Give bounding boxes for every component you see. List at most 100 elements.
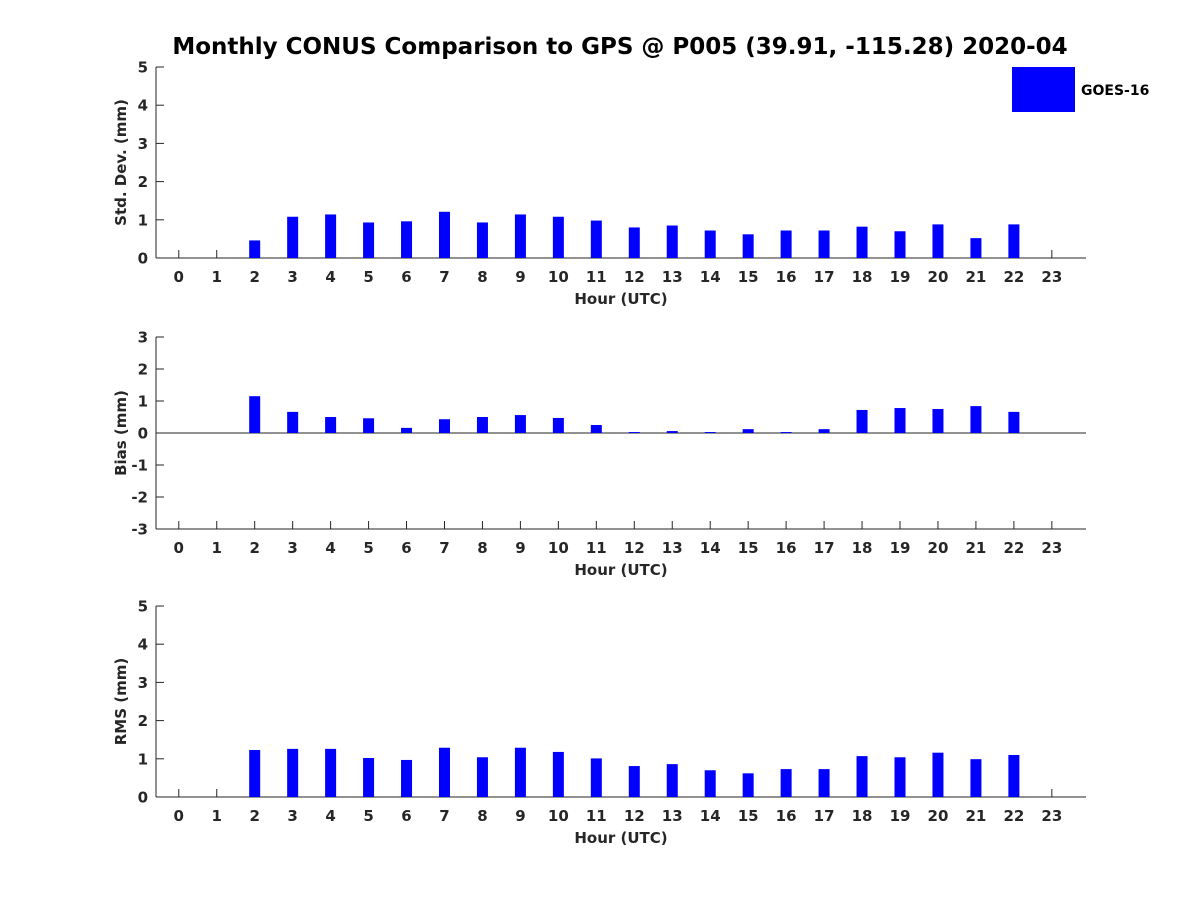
x-tick-label: 17 — [814, 268, 835, 286]
bar-hour-22 — [1008, 411, 1020, 433]
x-tick-label: 21 — [965, 268, 986, 286]
bar-hour-16 — [780, 230, 792, 258]
y-tick-label: 1 — [138, 750, 148, 768]
x-tick-label: 13 — [662, 268, 683, 286]
bar-hour-11 — [590, 220, 602, 258]
x-tick-label: 21 — [965, 807, 986, 825]
x-tick-label: 18 — [852, 807, 873, 825]
bar-hour-2 — [249, 396, 261, 433]
x-tick-label: 4 — [325, 807, 335, 825]
x-tick-label: 4 — [325, 268, 335, 286]
y-tick-label: 2 — [138, 712, 148, 730]
bar-hour-15 — [742, 234, 754, 258]
bar-hour-13 — [666, 431, 678, 433]
x-tick-label: 5 — [363, 268, 373, 286]
bar-hour-12 — [628, 432, 640, 433]
x-tick-label: 18 — [852, 539, 873, 557]
x-tick-label: 3 — [287, 539, 297, 557]
bar-hour-20 — [932, 224, 944, 258]
bar-hour-7 — [438, 211, 450, 258]
x-tick-label: 5 — [363, 539, 373, 557]
x-tick-label: 21 — [965, 539, 986, 557]
bar-hour-10 — [552, 417, 564, 433]
x-tick-label: 12 — [624, 268, 645, 286]
x-tick-label: 20 — [928, 807, 949, 825]
x-tick-label: 1 — [212, 807, 222, 825]
y-axis-label: Std. Dev. (mm) — [112, 99, 130, 226]
x-tick-label: 2 — [249, 539, 259, 557]
bar-hour-6 — [401, 221, 413, 258]
bar-hour-20 — [932, 752, 944, 797]
figure-title: Monthly CONUS Comparison to GPS @ P005 (… — [172, 34, 1067, 60]
legend-swatch — [1012, 67, 1075, 112]
x-tick-label: 15 — [738, 539, 759, 557]
legend: GOES-16 — [1012, 67, 1149, 112]
bar-hour-6 — [401, 759, 413, 797]
y-tick-label: 4 — [138, 97, 148, 115]
y-tick-label: -2 — [131, 489, 148, 507]
bar-hour-14 — [704, 230, 716, 258]
x-tick-label: 3 — [287, 268, 297, 286]
x-tick-label: 0 — [174, 268, 184, 286]
bar-hour-19 — [894, 408, 906, 433]
bar-hour-15 — [742, 773, 754, 797]
x-tick-label: 22 — [1003, 268, 1024, 286]
bar-hour-3 — [287, 748, 299, 797]
bar-hour-14 — [704, 432, 716, 433]
y-tick-label: 0 — [138, 789, 148, 807]
y-tick-label: 5 — [138, 59, 148, 77]
bar-hour-13 — [666, 225, 678, 258]
bar-hour-21 — [970, 759, 982, 797]
y-tick-label: 3 — [138, 674, 148, 692]
bar-hour-11 — [590, 425, 602, 433]
bar-hour-13 — [666, 764, 678, 797]
y-axis-label: Bias (mm) — [112, 390, 130, 476]
bar-hour-11 — [590, 758, 602, 797]
bar-hour-7 — [438, 419, 450, 433]
x-tick-label: 0 — [174, 539, 184, 557]
x-tick-label: 9 — [515, 268, 525, 286]
bar-hour-5 — [363, 418, 375, 433]
bar-hour-19 — [894, 757, 906, 797]
x-tick-label: 10 — [548, 807, 569, 825]
y-tick-label: 0 — [138, 250, 148, 268]
x-tick-label: 23 — [1041, 268, 1062, 286]
bar-hour-4 — [325, 214, 337, 258]
x-tick-label: 12 — [624, 539, 645, 557]
x-tick-label: 14 — [700, 807, 721, 825]
x-tick-label: 11 — [586, 268, 607, 286]
x-tick-label: 8 — [477, 268, 487, 286]
bar-hour-3 — [287, 411, 299, 433]
y-tick-label: 2 — [138, 361, 148, 379]
x-tick-label: 11 — [586, 539, 607, 557]
y-tick-label: 0 — [138, 425, 148, 443]
x-tick-label: 23 — [1041, 539, 1062, 557]
bar-hour-12 — [628, 227, 640, 258]
x-tick-label: 8 — [477, 539, 487, 557]
y-tick-label: 3 — [138, 135, 148, 153]
x-tick-label: 6 — [401, 268, 411, 286]
x-tick-label: 6 — [401, 807, 411, 825]
bar-hour-12 — [628, 766, 640, 797]
bar-hour-22 — [1008, 224, 1020, 258]
x-tick-label: 9 — [515, 539, 525, 557]
x-tick-label: 18 — [852, 268, 873, 286]
x-tick-label: 22 — [1003, 807, 1024, 825]
y-tick-label: -1 — [131, 457, 148, 475]
x-tick-label: 20 — [928, 539, 949, 557]
bar-hour-5 — [363, 758, 375, 797]
legend-label: GOES-16 — [1081, 83, 1149, 99]
x-tick-label: 12 — [624, 807, 645, 825]
bar-hour-9 — [514, 747, 526, 797]
bar-hour-17 — [818, 769, 830, 797]
x-tick-label: 4 — [325, 539, 335, 557]
x-axis-label: Hour (UTC) — [574, 829, 667, 847]
bar-hour-6 — [401, 427, 413, 433]
bar-hour-21 — [970, 238, 982, 258]
bar-hour-8 — [476, 222, 488, 258]
x-tick-label: 7 — [439, 539, 449, 557]
x-tick-label: 8 — [477, 807, 487, 825]
y-tick-label: 4 — [138, 636, 148, 654]
